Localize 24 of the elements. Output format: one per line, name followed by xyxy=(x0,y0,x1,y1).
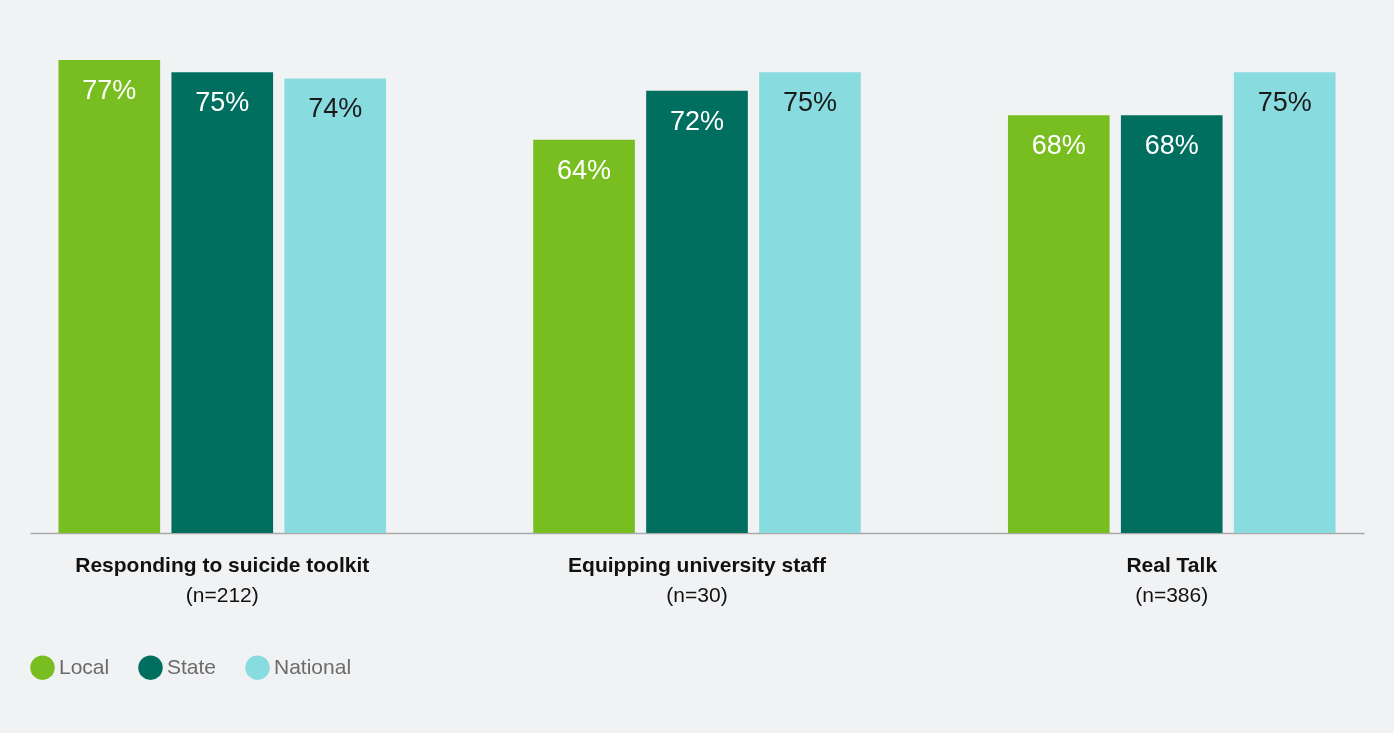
data-label: 64% xyxy=(557,154,612,185)
data-label: 75% xyxy=(195,87,250,118)
data-label: 75% xyxy=(1257,87,1312,118)
bar xyxy=(1233,72,1336,533)
data-label: 75% xyxy=(782,87,837,118)
data-label: 68% xyxy=(1031,130,1086,161)
data-label: 68% xyxy=(1144,130,1199,161)
data-label: 77% xyxy=(82,75,137,105)
category-label: Responding to suicide toolkit (n=212) xyxy=(75,553,370,606)
legend-label: Local xyxy=(59,654,110,678)
bar xyxy=(646,90,748,533)
bar xyxy=(171,72,274,533)
bar xyxy=(58,60,161,533)
category-label: Equipping university staff (n=30) xyxy=(568,553,826,606)
bar xyxy=(1007,115,1110,533)
data-label: 74% xyxy=(308,93,363,124)
bar xyxy=(759,72,861,533)
legend-label: National xyxy=(274,654,352,678)
legend-label: State xyxy=(167,654,217,678)
bar xyxy=(284,78,387,533)
bar xyxy=(533,139,635,533)
data-label: 72% xyxy=(669,105,725,136)
category-label: Real Talk (n=386) xyxy=(1126,553,1218,606)
bar xyxy=(1120,115,1223,533)
